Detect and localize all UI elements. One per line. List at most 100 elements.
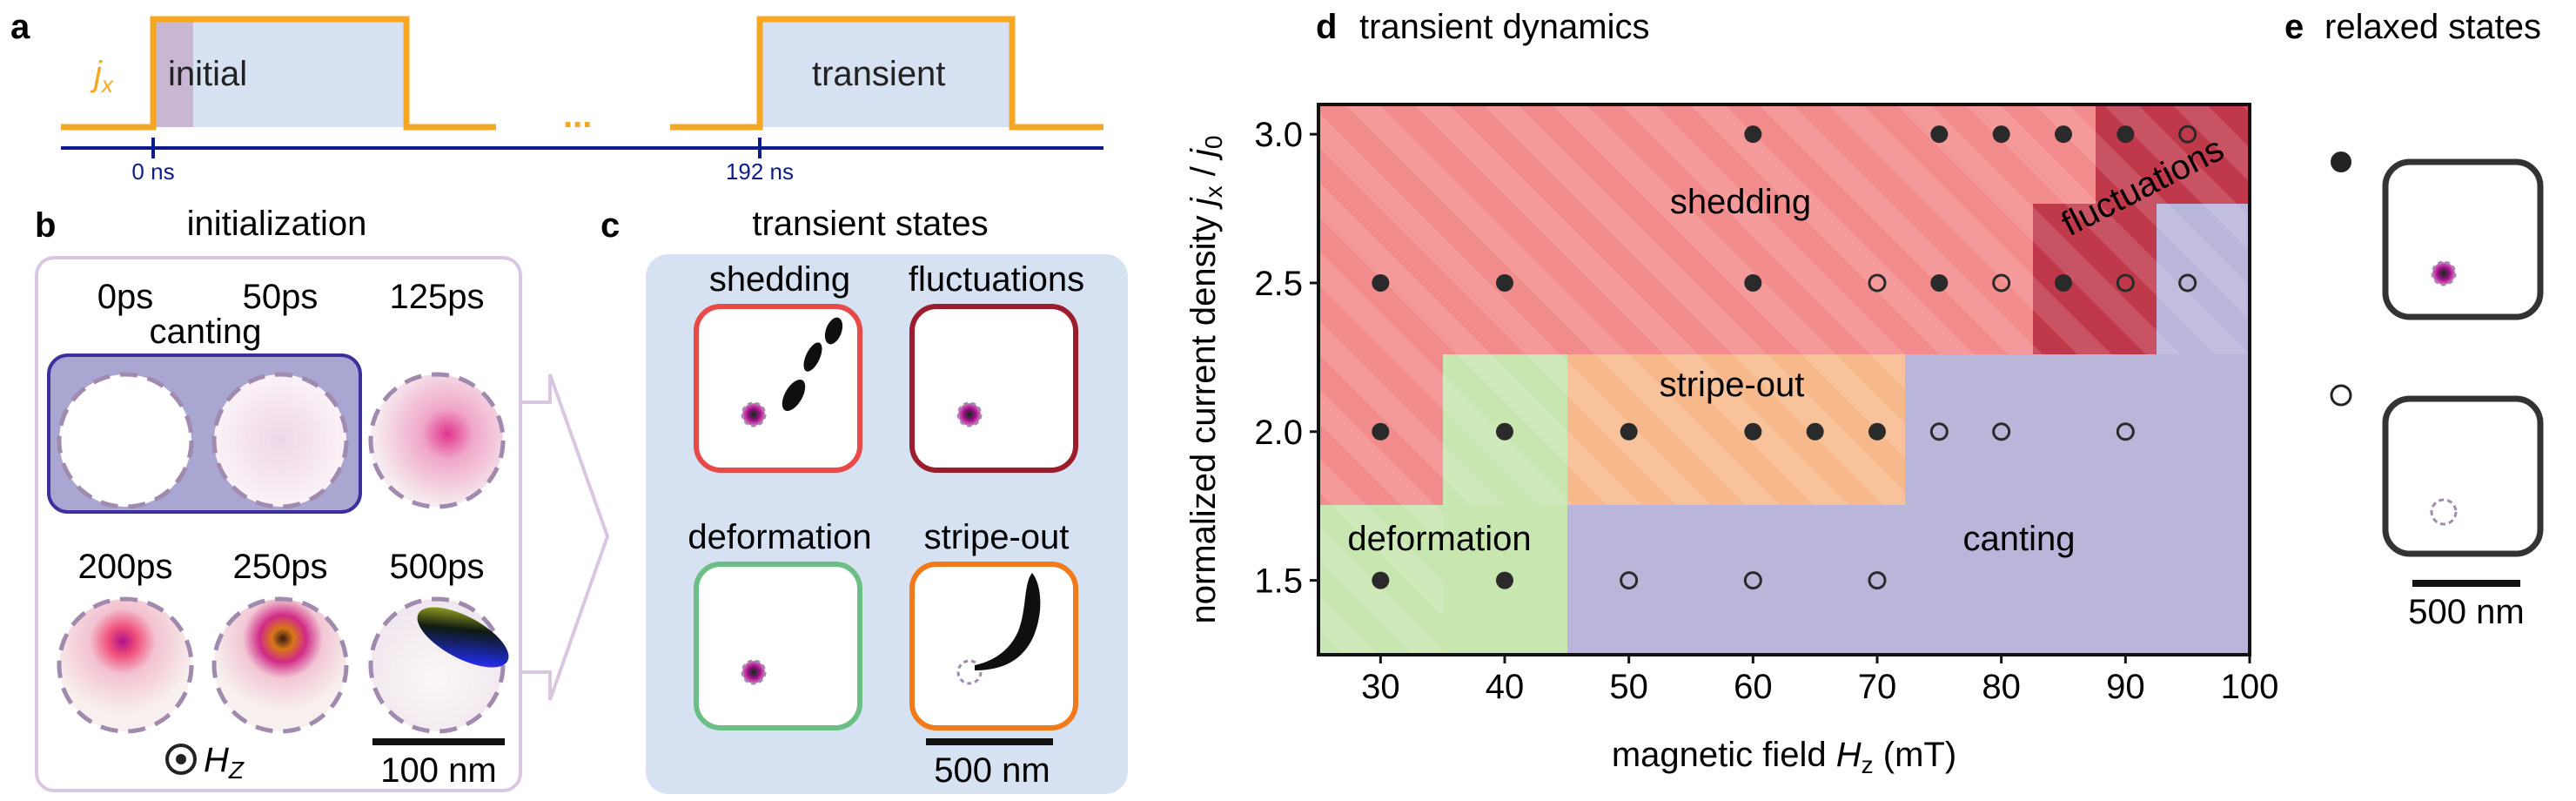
initial-canting-shade	[153, 19, 193, 127]
scalebar-c-label: 500 nm	[934, 751, 1050, 790]
stripe-out-frame	[909, 562, 1078, 730]
legend-open-marker	[2330, 384, 2352, 407]
initial-shade	[193, 19, 406, 127]
shedding-blob-2	[803, 342, 822, 372]
x-tick-label: 80	[1982, 668, 2021, 706]
data-point-filled	[1620, 422, 1638, 441]
fluctuations-frame	[909, 304, 1078, 473]
data-point-filled	[1806, 422, 1824, 441]
data-point-filled	[2116, 125, 2135, 144]
region-label-canting: canting	[1963, 520, 2076, 558]
data-point-filled	[1372, 422, 1390, 441]
field-dot-icon	[176, 754, 186, 764]
data-point-filled	[1496, 273, 1513, 292]
data-point-filled	[1744, 273, 1762, 292]
y-tick-label: 3.0	[1254, 116, 1303, 154]
x-tick-label: 100	[2221, 668, 2279, 706]
deformation-seed	[741, 659, 767, 685]
data-point-open	[2116, 422, 2135, 441]
phase-regions	[1318, 104, 2250, 655]
fluctuations-seed	[956, 401, 983, 427]
panel-a: a jx initial transient ... 0 ns 192 ns	[10, 8, 1104, 185]
y-ticks: 1.5 2.0 2.5 3.0	[1254, 116, 1318, 601]
region-canting-mid	[1905, 354, 2250, 507]
relaxed-open-skyrmion	[2430, 498, 2458, 526]
panel-b: b initialization 0ps 50ps 125ps canting …	[35, 205, 610, 792]
panel-e: e relaxed states 500 nm	[2284, 8, 2544, 631]
region-label-deformation: deformation	[1347, 520, 1531, 558]
transient-label: transient	[812, 55, 945, 93]
initial-pulse	[61, 16, 496, 131]
relaxed-filled-frame	[2382, 158, 2544, 320]
data-point-open	[2116, 273, 2135, 293]
state-label-stripe-out: stripe-out	[924, 518, 1070, 556]
data-point-filled	[1372, 571, 1390, 589]
y-tick-label: 1.5	[1254, 562, 1303, 601]
data-points	[1372, 125, 2197, 590]
transient-pulse	[670, 16, 1104, 131]
shedding-seed	[741, 401, 767, 427]
data-point-filled	[1496, 571, 1513, 589]
chart-title: transient dynamics	[1359, 8, 1649, 46]
x-tick-label: 70	[1858, 668, 1897, 706]
shedding-blob-3	[824, 317, 843, 345]
data-point-open	[2178, 125, 2197, 144]
panel-c-title: transient states	[752, 205, 988, 243]
data-point-open	[1620, 571, 1639, 590]
data-point-open	[1868, 273, 1887, 293]
data-point-open	[1992, 273, 2011, 293]
shedding-blob-1	[782, 379, 806, 412]
transient-shade	[760, 19, 1012, 127]
scalebar-e-label: 500 nm	[2408, 593, 2524, 631]
snapshot-50ps	[211, 372, 349, 509]
snapshot-500ps-texture	[417, 607, 509, 668]
deformation-frame	[694, 562, 862, 730]
snapshot-250ps	[211, 596, 349, 734]
region-canting-lower	[1567, 505, 2250, 655]
data-point-open	[2178, 273, 2197, 293]
data-point-filled	[1744, 125, 1762, 144]
legend-filled-marker	[2331, 151, 2351, 172]
flow-arrow	[519, 374, 610, 701]
x-tick-label: 90	[2106, 668, 2145, 706]
jx-label: jx	[90, 55, 114, 98]
data-point-open	[1743, 571, 1762, 590]
panel-letter-e: e	[2284, 8, 2304, 46]
x-tick-label: 40	[1486, 668, 1525, 706]
time-label-250ps: 250ps	[233, 548, 328, 586]
stripe-out-texture	[975, 573, 1041, 670]
plot-frame	[1317, 103, 2251, 656]
y-axis-label: normalized current density jx / j0	[1184, 136, 1227, 624]
data-point-filled	[1930, 273, 1949, 292]
snapshot-125ps	[368, 372, 506, 509]
data-point-open	[1992, 422, 2011, 441]
data-point-filled	[1868, 422, 1886, 441]
state-label-deformation: deformation	[688, 518, 871, 556]
x-tick-label: 60	[1734, 668, 1773, 706]
scalebar-b-label: 100 nm	[380, 751, 496, 790]
stripe-out-seed	[956, 659, 983, 685]
panel-letter-b: b	[35, 206, 56, 245]
initial-label: initial	[168, 55, 247, 93]
time-label-125ps: 125ps	[390, 278, 485, 316]
field-out-of-plane-icon	[165, 744, 197, 775]
snapshot-0ps	[57, 372, 194, 509]
data-point-filled	[1496, 422, 1513, 441]
panel-letter-a: a	[10, 8, 30, 46]
relaxed-open-frame	[2382, 395, 2544, 557]
y-tick-label: 2.0	[1254, 414, 1303, 452]
x-tick-label: 30	[1361, 668, 1400, 706]
data-point-filled	[1930, 125, 1949, 144]
y-tick-label: 2.5	[1254, 265, 1303, 303]
tick-label-0ns: 0 ns	[131, 158, 174, 185]
state-label-fluctuations: fluctuations	[909, 260, 1084, 299]
x-ticks: 30 40 50 60 70 80 90 100	[1361, 655, 2278, 706]
field-label: HZ	[204, 741, 245, 784]
snapshot-200ps	[57, 596, 194, 734]
canting-label: canting	[150, 313, 262, 351]
data-point-filled	[2055, 125, 2072, 144]
panel-letter-d: d	[1316, 8, 1337, 46]
panel-d: d transient dynamics shedding fluctuatio…	[1184, 8, 2278, 778]
state-label-shedding: shedding	[709, 260, 850, 299]
